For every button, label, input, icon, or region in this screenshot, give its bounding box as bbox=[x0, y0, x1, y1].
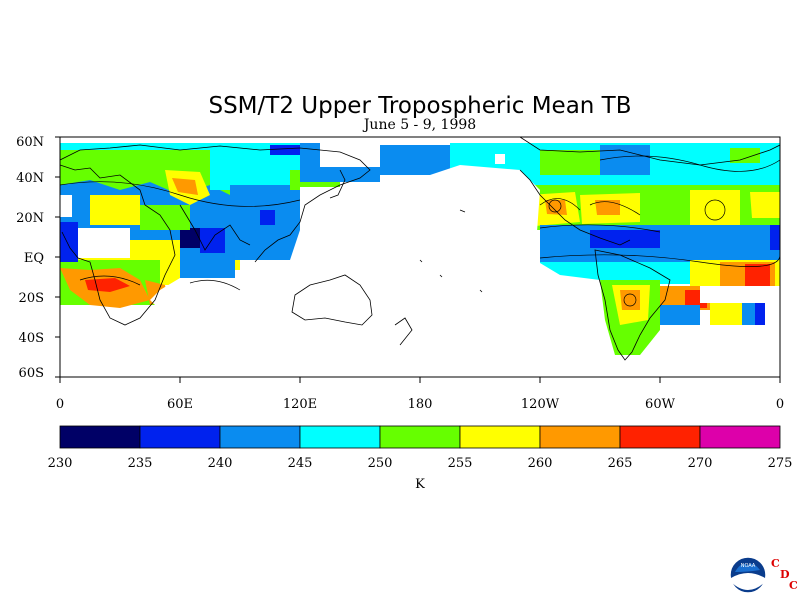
colorbar-level-label: 255 bbox=[448, 456, 473, 471]
cdc-letter: D bbox=[780, 568, 790, 581]
colorbar-swatch bbox=[219, 425, 301, 449]
colorbar-swatch bbox=[539, 425, 621, 449]
colorbar-level-label: 250 bbox=[368, 456, 393, 471]
colorbar-swatch bbox=[379, 425, 461, 449]
cdc-logo-letters: C D C bbox=[771, 557, 798, 592]
lat-tick-label: EQ bbox=[24, 251, 44, 266]
colorbar-level-label: 270 bbox=[688, 456, 713, 471]
lat-tick-label: 40S bbox=[19, 331, 44, 346]
lon-tick-label: 180 bbox=[408, 397, 433, 412]
lon-tick-label: 0 bbox=[56, 397, 64, 412]
lon-tick-label: 120E bbox=[283, 397, 317, 412]
lon-tick-label: 120W bbox=[521, 397, 560, 412]
colorbar-level-label: 230 bbox=[48, 456, 73, 471]
colorbar-swatch bbox=[619, 425, 701, 449]
colorbar-level-label: 245 bbox=[288, 456, 313, 471]
colorbar-swatch bbox=[699, 425, 781, 449]
cdc-letter: C bbox=[771, 557, 780, 570]
lat-tick-label: 40N bbox=[16, 171, 44, 186]
lat-tick-label: 60S bbox=[19, 366, 44, 381]
lon-tick-label: 60W bbox=[645, 397, 676, 412]
colorbar-level-label: 275 bbox=[768, 456, 793, 471]
map-panel: 60N 40N 20N EQ 20S 40S 60S 0 60E 120E 18… bbox=[16, 135, 784, 412]
noaa-logo-text: NOAA bbox=[741, 563, 756, 569]
lon-tick-label: 0 bbox=[776, 397, 784, 412]
colorbar-swatch bbox=[139, 425, 221, 449]
figure-subtitle: June 5 - 9, 1998 bbox=[362, 117, 476, 133]
colorbar-level-label: 260 bbox=[528, 456, 553, 471]
colorbar-level-label: 265 bbox=[608, 456, 633, 471]
lat-axis: 60N 40N 20N EQ 20S 40S 60S bbox=[16, 135, 60, 381]
lat-tick-label: 60N bbox=[16, 135, 44, 150]
lat-tick-label: 20N bbox=[16, 211, 44, 226]
colorbar-level-label: 235 bbox=[128, 456, 153, 471]
colorbar-level-label: 240 bbox=[208, 456, 233, 471]
lat-tick-label: 20S bbox=[19, 291, 44, 306]
tb-field bbox=[60, 137, 780, 377]
colorbar-labels: 230 235 240 245 250 255 260 265 270 275 bbox=[48, 456, 793, 471]
colorbar-swatch bbox=[299, 425, 381, 449]
cdc-letter: C bbox=[789, 579, 798, 592]
lon-axis: 0 60E 120E 180 120W 60W 0 bbox=[56, 377, 784, 412]
colorbar: 230 235 240 245 250 255 260 265 270 275 K bbox=[48, 425, 793, 492]
figure-title: SSM/T2 Upper Tropospheric Mean TB bbox=[208, 93, 631, 119]
noaa-logo: NOAA bbox=[729, 556, 767, 594]
colorbar-swatch bbox=[59, 425, 141, 449]
colorbar-swatches bbox=[59, 425, 781, 449]
lon-tick-label: 60E bbox=[167, 397, 193, 412]
colorbar-unit-label: K bbox=[415, 477, 425, 492]
colorbar-swatch bbox=[459, 425, 541, 449]
